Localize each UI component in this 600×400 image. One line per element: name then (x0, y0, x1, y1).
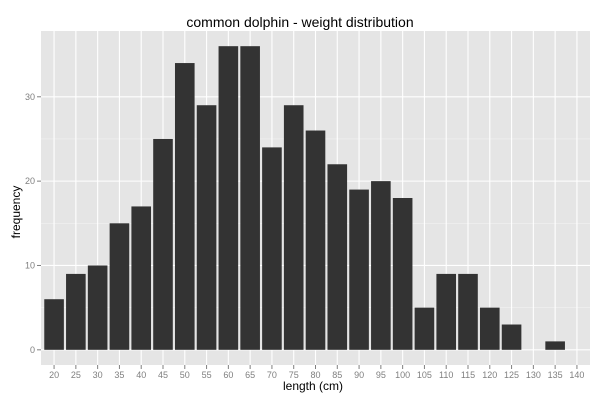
bar (131, 206, 152, 350)
bar (371, 181, 391, 350)
bar (414, 307, 435, 350)
bar (436, 273, 457, 350)
bar (66, 273, 86, 350)
x-tick-label: 110 (439, 370, 453, 380)
bars-group (44, 46, 565, 350)
bar (545, 341, 565, 350)
bar (218, 46, 239, 350)
bar (327, 164, 348, 350)
bar (240, 46, 260, 350)
y-tick-label: 30 (25, 92, 35, 102)
x-tick-label: 65 (245, 370, 255, 380)
x-tick-label: 25 (71, 370, 81, 380)
bar (479, 307, 500, 350)
x-tick-label: 140 (569, 370, 584, 380)
x-tick-label: 130 (526, 370, 541, 380)
x-tick-label: 20 (49, 370, 59, 380)
x-tick-label: 30 (93, 370, 103, 380)
x-tick-label: 55 (202, 370, 212, 380)
x-tick-label: 90 (354, 370, 364, 380)
x-tick-label: 135 (548, 370, 563, 380)
bar (458, 273, 478, 350)
x-tick-label: 115 (461, 370, 475, 380)
bar (87, 265, 108, 350)
y-axis-ticks: 0 10 20 30 (25, 92, 41, 355)
bar (174, 63, 195, 350)
y-tick-label: 10 (25, 260, 35, 270)
x-tick-label: 85 (332, 370, 342, 380)
bar (349, 189, 369, 350)
x-tick-label: 120 (482, 370, 497, 380)
y-tick-label: 0 (30, 345, 35, 355)
x-tick-label: 70 (267, 370, 277, 380)
x-tick-label: 50 (180, 370, 190, 380)
x-tick-label: 100 (395, 370, 410, 380)
bar (392, 198, 413, 350)
bar (44, 299, 64, 350)
bar (283, 105, 304, 350)
x-tick-label: 105 (417, 370, 432, 380)
x-tick-label: 40 (136, 370, 146, 380)
y-tick-label: 20 (25, 176, 35, 186)
x-tick-label: 80 (310, 370, 320, 380)
x-axis-label: length (cm) (282, 379, 344, 393)
x-tick-label: 45 (158, 370, 168, 380)
chart-title: common dolphin - weight distribution (186, 14, 414, 30)
x-tick-label: 60 (223, 370, 233, 380)
x-axis-ticks: 20 25 30 35 40 45 50 55 60 65 70 75 80 85 90 95 100 105 11… (49, 365, 584, 380)
bar (109, 223, 130, 350)
y-axis-label: frequency (9, 185, 23, 239)
x-tick-label: 95 (376, 370, 386, 380)
bar (196, 105, 217, 350)
bar (501, 324, 522, 350)
x-tick-label: 125 (504, 370, 519, 380)
x-tick-label: 35 (114, 370, 124, 380)
bar (305, 130, 326, 350)
x-tick-label: 75 (289, 370, 299, 380)
bar (262, 147, 282, 350)
bar (153, 138, 173, 350)
